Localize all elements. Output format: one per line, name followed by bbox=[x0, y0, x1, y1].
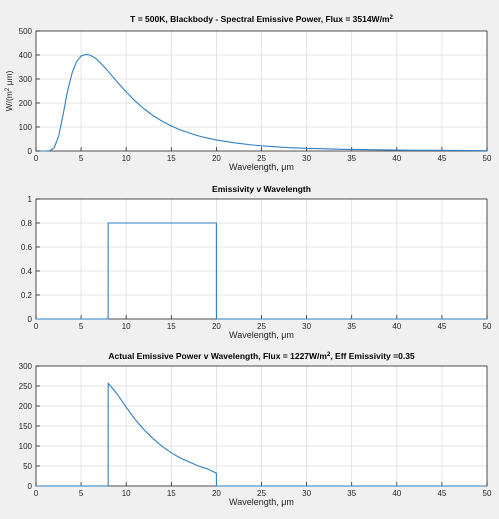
x-tick-label: 25 bbox=[257, 154, 266, 163]
x-tick-label: 30 bbox=[302, 489, 311, 498]
y-tick-label: 0.4 bbox=[21, 267, 33, 276]
y-tick-label: 50 bbox=[23, 462, 32, 471]
chart-title-2: Emissivity v Wavelength bbox=[212, 184, 311, 194]
y-axis-label: W/(m2 μm) bbox=[4, 70, 14, 111]
x-tick-label: 40 bbox=[392, 322, 401, 331]
x-tick-label: 35 bbox=[347, 154, 356, 163]
y-tick-label: 0 bbox=[28, 482, 33, 491]
x-tick-label: 10 bbox=[122, 154, 131, 163]
y-tick-label: 1 bbox=[28, 195, 33, 204]
y-tick-label: 0.6 bbox=[21, 243, 33, 252]
x-tick-label: 20 bbox=[212, 154, 221, 163]
x-tick-label: 45 bbox=[437, 154, 446, 163]
x-tick-label: 0 bbox=[34, 154, 39, 163]
y-tick-label: 250 bbox=[19, 382, 33, 391]
series-line-3 bbox=[36, 382, 487, 487]
y-tick-label: 200 bbox=[19, 99, 33, 108]
x-tick-label: 0 bbox=[34, 322, 39, 331]
x-tick-label: 5 bbox=[79, 322, 84, 331]
y-tick-label: 200 bbox=[19, 402, 33, 411]
x-tick-label: 25 bbox=[257, 322, 266, 331]
chart-title-1: T = 500K, Blackbody - Spectral Emissive … bbox=[130, 14, 393, 24]
x-tick-label: 20 bbox=[212, 489, 221, 498]
y-tick-label: 0.2 bbox=[21, 291, 33, 300]
x-tick-label: 50 bbox=[483, 154, 492, 163]
x-tick-label: 10 bbox=[122, 322, 131, 331]
y-tick-label: 300 bbox=[19, 362, 33, 371]
x-tick-label: 5 bbox=[79, 154, 84, 163]
y-tick-label: 100 bbox=[19, 123, 33, 132]
y-tick-label: 400 bbox=[19, 51, 33, 60]
series-line-1 bbox=[40, 53, 488, 152]
x-tick-label: 35 bbox=[347, 322, 356, 331]
chart-title-3: Actual Emissive Power v Wavelength, Flux… bbox=[108, 351, 415, 361]
y-tick-label: 150 bbox=[19, 422, 33, 431]
x-tick-label: 35 bbox=[347, 489, 356, 498]
y-tick-label: 300 bbox=[19, 75, 33, 84]
y-tick-label: 0 bbox=[28, 315, 33, 324]
y-tick-label: 500 bbox=[19, 27, 33, 36]
series-line-2 bbox=[36, 222, 487, 320]
x-axis-label: Wavelength, μm bbox=[229, 330, 294, 340]
x-tick-label: 30 bbox=[302, 322, 311, 331]
y-tick-label: 0.8 bbox=[21, 219, 33, 228]
y-tick-label: 100 bbox=[19, 442, 33, 451]
x-tick-label: 15 bbox=[167, 154, 176, 163]
x-tick-label: 40 bbox=[392, 489, 401, 498]
x-axis-label: Wavelength, μm bbox=[229, 162, 294, 172]
x-tick-label: 45 bbox=[437, 322, 446, 331]
x-tick-label: 25 bbox=[257, 489, 266, 498]
x-tick-label: 20 bbox=[212, 322, 221, 331]
x-tick-label: 30 bbox=[302, 154, 311, 163]
x-tick-label: 10 bbox=[122, 489, 131, 498]
x-axis-label: Wavelength, μm bbox=[229, 497, 294, 507]
x-tick-label: 40 bbox=[392, 154, 401, 163]
x-tick-label: 15 bbox=[167, 322, 176, 331]
y-tick-label: 0 bbox=[28, 147, 33, 156]
x-tick-label: 5 bbox=[79, 489, 84, 498]
x-tick-label: 0 bbox=[34, 489, 39, 498]
x-tick-label: 50 bbox=[483, 322, 492, 331]
x-tick-label: 50 bbox=[483, 489, 492, 498]
x-tick-label: 15 bbox=[167, 489, 176, 498]
x-tick-label: 45 bbox=[437, 489, 446, 498]
